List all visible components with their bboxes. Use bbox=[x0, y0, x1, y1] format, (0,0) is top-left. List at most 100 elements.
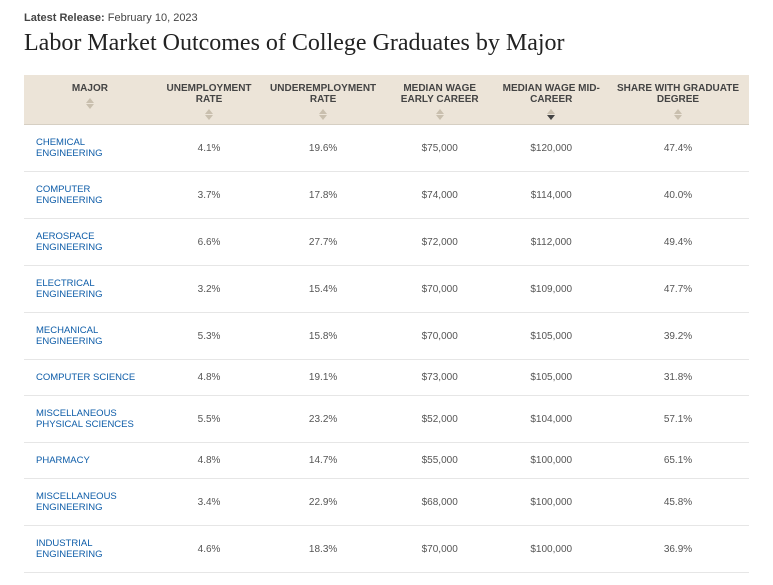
outcomes-table: MAJOR UNEMPLOYMENT RATE UNDEREMPLOYMENT RA… bbox=[24, 75, 749, 573]
cell-mid: $109,000 bbox=[495, 266, 607, 313]
column-label: MEDIAN WAGE MID-CAREER bbox=[501, 83, 601, 105]
cell-grad: 65.1% bbox=[607, 443, 749, 479]
cell-early: $68,000 bbox=[384, 479, 496, 526]
cell-mid: $100,000 bbox=[495, 479, 607, 526]
sort-asc-icon[interactable] bbox=[674, 109, 682, 114]
table-row: MISCELLANEOUS PHYSICAL SCIENCES5.5%23.2%… bbox=[24, 396, 749, 443]
page-title: Labor Market Outcomes of College Graduat… bbox=[24, 30, 749, 57]
cell-under: 18.3% bbox=[262, 526, 384, 573]
cell-grad: 40.0% bbox=[607, 172, 749, 219]
cell-early: $52,000 bbox=[384, 396, 496, 443]
table-row: MISCELLANEOUS ENGINEERING3.4%22.9%$68,00… bbox=[24, 479, 749, 526]
sort-desc-icon[interactable] bbox=[319, 115, 327, 120]
table-row: CHEMICAL ENGINEERING4.1%19.6%$75,000$120… bbox=[24, 125, 749, 172]
sort-arrows-icon[interactable] bbox=[501, 109, 601, 120]
sort-asc-icon[interactable] bbox=[86, 98, 94, 103]
release-line: Latest Release: February 10, 2023 bbox=[24, 12, 749, 24]
cell-mid: $114,000 bbox=[495, 172, 607, 219]
cell-under: 19.1% bbox=[262, 360, 384, 396]
column-header-mid[interactable]: MEDIAN WAGE MID-CAREER bbox=[495, 75, 607, 125]
cell-mid: $100,000 bbox=[495, 526, 607, 573]
column-header-major[interactable]: MAJOR bbox=[24, 75, 156, 125]
major-link[interactable]: MISCELLANEOUS ENGINEERING bbox=[24, 479, 156, 526]
column-label: SHARE WITH GRADUATE DEGREE bbox=[613, 83, 743, 105]
major-link[interactable]: MISCELLANEOUS PHYSICAL SCIENCES bbox=[24, 396, 156, 443]
cell-early: $70,000 bbox=[384, 313, 496, 360]
sort-desc-icon[interactable] bbox=[86, 104, 94, 109]
table-row: ELECTRICAL ENGINEERING3.2%15.4%$70,000$1… bbox=[24, 266, 749, 313]
cell-under: 15.8% bbox=[262, 313, 384, 360]
sort-asc-icon[interactable] bbox=[547, 109, 555, 114]
column-header-under[interactable]: UNDEREMPLOYMENT RATE bbox=[262, 75, 384, 125]
cell-under: 23.2% bbox=[262, 396, 384, 443]
release-label: Latest Release: bbox=[24, 12, 105, 24]
cell-mid: $104,000 bbox=[495, 396, 607, 443]
cell-grad: 47.4% bbox=[607, 125, 749, 172]
cell-early: $55,000 bbox=[384, 443, 496, 479]
cell-grad: 31.8% bbox=[607, 360, 749, 396]
major-link[interactable]: CHEMICAL ENGINEERING bbox=[24, 125, 156, 172]
sort-arrows-icon[interactable] bbox=[268, 109, 378, 120]
cell-unemp: 3.7% bbox=[156, 172, 262, 219]
cell-unemp: 3.2% bbox=[156, 266, 262, 313]
cell-mid: $112,000 bbox=[495, 219, 607, 266]
table-row: COMPUTER SCIENCE4.8%19.1%$73,000$105,000… bbox=[24, 360, 749, 396]
sort-asc-icon[interactable] bbox=[319, 109, 327, 114]
sort-desc-icon[interactable] bbox=[205, 115, 213, 120]
cell-grad: 57.1% bbox=[607, 396, 749, 443]
major-link[interactable]: ELECTRICAL ENGINEERING bbox=[24, 266, 156, 313]
cell-early: $73,000 bbox=[384, 360, 496, 396]
column-label: UNDEREMPLOYMENT RATE bbox=[268, 83, 378, 105]
cell-unemp: 5.3% bbox=[156, 313, 262, 360]
cell-unemp: 4.1% bbox=[156, 125, 262, 172]
cell-under: 19.6% bbox=[262, 125, 384, 172]
cell-under: 22.9% bbox=[262, 479, 384, 526]
cell-mid: $105,000 bbox=[495, 360, 607, 396]
sort-desc-icon[interactable] bbox=[436, 115, 444, 120]
cell-grad: 45.8% bbox=[607, 479, 749, 526]
cell-unemp: 4.8% bbox=[156, 443, 262, 479]
major-link[interactable]: PHARMACY bbox=[24, 443, 156, 479]
column-label: MAJOR bbox=[30, 83, 150, 94]
column-header-early[interactable]: MEDIAN WAGE EARLY CAREER bbox=[384, 75, 496, 125]
major-link[interactable]: INDUSTRIAL ENGINEERING bbox=[24, 526, 156, 573]
table-row: MECHANICAL ENGINEERING5.3%15.8%$70,000$1… bbox=[24, 313, 749, 360]
cell-mid: $100,000 bbox=[495, 443, 607, 479]
major-link[interactable]: AEROSPACE ENGINEERING bbox=[24, 219, 156, 266]
sort-arrows-icon[interactable] bbox=[30, 98, 150, 109]
cell-under: 17.8% bbox=[262, 172, 384, 219]
cell-under: 15.4% bbox=[262, 266, 384, 313]
cell-mid: $120,000 bbox=[495, 125, 607, 172]
major-link[interactable]: COMPUTER ENGINEERING bbox=[24, 172, 156, 219]
cell-unemp: 4.8% bbox=[156, 360, 262, 396]
cell-early: $75,000 bbox=[384, 125, 496, 172]
sort-arrows-icon[interactable] bbox=[162, 109, 256, 120]
cell-unemp: 4.6% bbox=[156, 526, 262, 573]
sort-desc-icon[interactable] bbox=[674, 115, 682, 120]
cell-early: $74,000 bbox=[384, 172, 496, 219]
sort-asc-icon[interactable] bbox=[205, 109, 213, 114]
sort-desc-icon[interactable] bbox=[547, 115, 555, 120]
table-row: COMPUTER ENGINEERING3.7%17.8%$74,000$114… bbox=[24, 172, 749, 219]
cell-unemp: 6.6% bbox=[156, 219, 262, 266]
cell-grad: 49.4% bbox=[607, 219, 749, 266]
cell-grad: 39.2% bbox=[607, 313, 749, 360]
cell-early: $70,000 bbox=[384, 266, 496, 313]
column-header-grad[interactable]: SHARE WITH GRADUATE DEGREE bbox=[607, 75, 749, 125]
table-row: PHARMACY4.8%14.7%$55,000$100,00065.1% bbox=[24, 443, 749, 479]
cell-unemp: 3.4% bbox=[156, 479, 262, 526]
sort-asc-icon[interactable] bbox=[436, 109, 444, 114]
cell-early: $70,000 bbox=[384, 526, 496, 573]
major-link[interactable]: MECHANICAL ENGINEERING bbox=[24, 313, 156, 360]
cell-grad: 47.7% bbox=[607, 266, 749, 313]
sort-arrows-icon[interactable] bbox=[390, 109, 490, 120]
table-row: AEROSPACE ENGINEERING6.6%27.7%$72,000$11… bbox=[24, 219, 749, 266]
major-link[interactable]: COMPUTER SCIENCE bbox=[24, 360, 156, 396]
column-label: MEDIAN WAGE EARLY CAREER bbox=[390, 83, 490, 105]
cell-under: 27.7% bbox=[262, 219, 384, 266]
column-header-unemp[interactable]: UNEMPLOYMENT RATE bbox=[156, 75, 262, 125]
sort-arrows-icon[interactable] bbox=[613, 109, 743, 120]
column-label: UNEMPLOYMENT RATE bbox=[162, 83, 256, 105]
table-row: INDUSTRIAL ENGINEERING4.6%18.3%$70,000$1… bbox=[24, 526, 749, 573]
cell-grad: 36.9% bbox=[607, 526, 749, 573]
